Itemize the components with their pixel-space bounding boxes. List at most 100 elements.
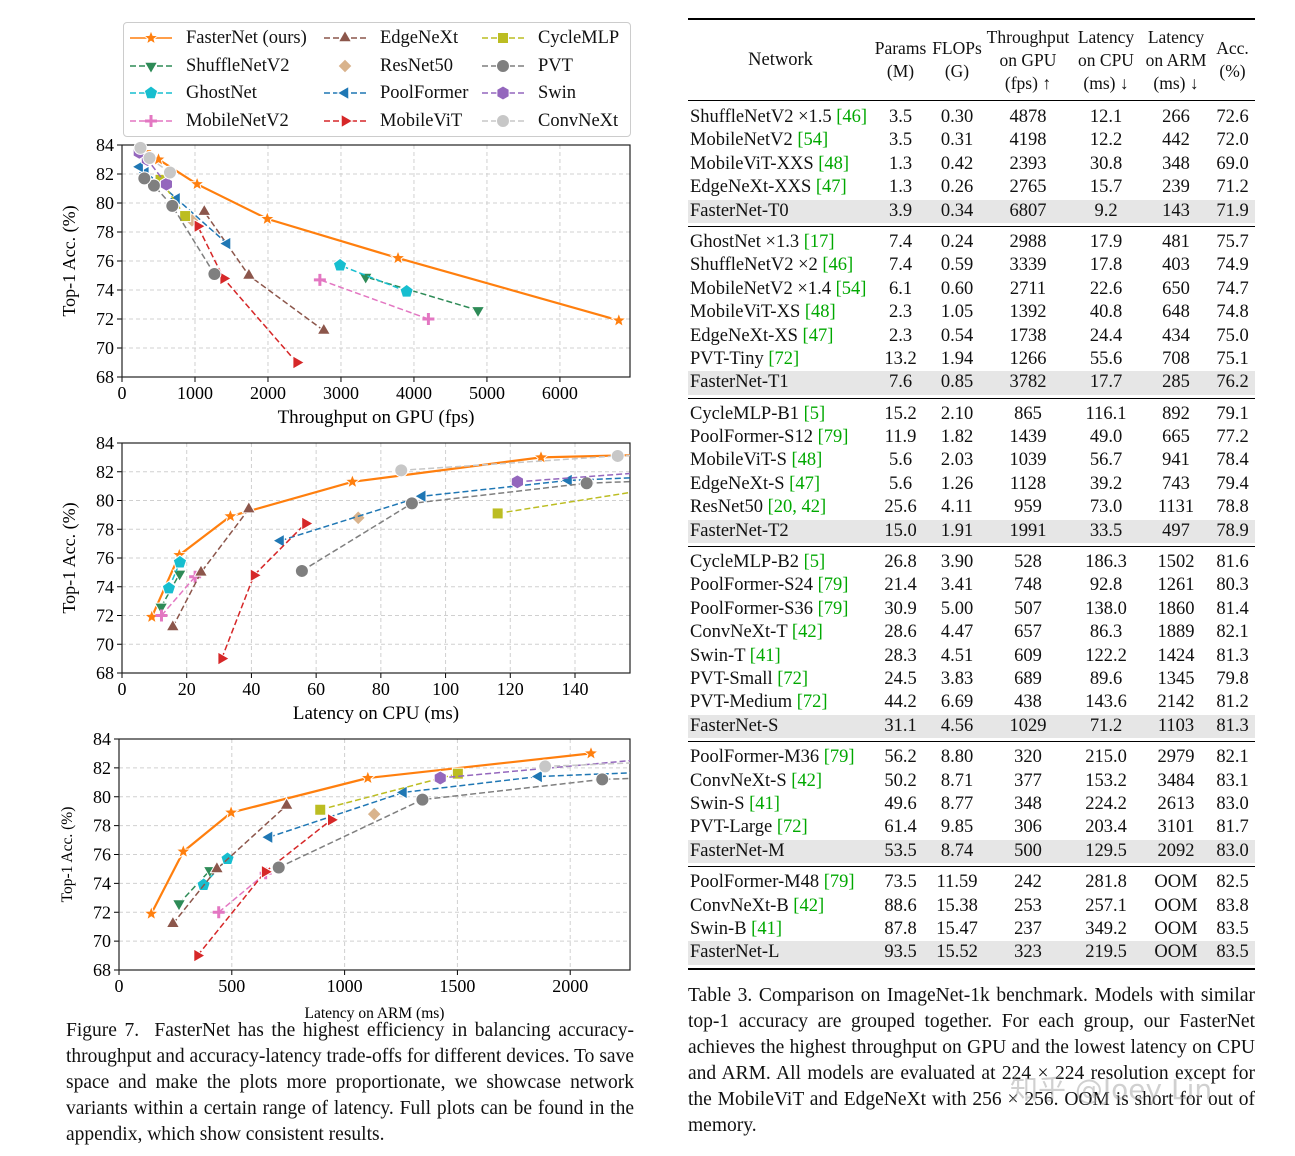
series-line-pvt <box>301 480 630 572</box>
arm-latency-cell: 239 <box>1162 177 1190 198</box>
citation-link[interactable]: [79] <box>817 598 849 619</box>
legend-label: FasterNet (ours) <box>186 27 307 48</box>
cpu-latency-cell: 9.2 <box>1094 200 1118 221</box>
flops-cell: 15.38 <box>936 895 978 916</box>
gpu-throughput-cell: 500 <box>1014 840 1042 861</box>
citation-link[interactable]: [17] <box>803 231 835 252</box>
citation-link[interactable]: [47] <box>802 325 834 346</box>
params-cell: 15.0 <box>884 520 917 541</box>
x-tick-label: 6000 <box>542 383 578 403</box>
citation-link[interactable]: [48] <box>791 450 823 471</box>
citation-link[interactable]: [20, 42] <box>767 497 827 518</box>
citation-link[interactable]: [72] <box>796 692 828 713</box>
table-row: ShuffleNetV2 ×2 [46] 7.4 0.59 3339 17.8 403 74… <box>688 254 1255 277</box>
citation-link[interactable]: [42] <box>791 770 823 791</box>
network-name-cell: FasterNet-L <box>688 941 873 964</box>
data-point-edgenext <box>241 500 257 514</box>
data-point-poolformer <box>260 829 274 845</box>
legend-label: Swin <box>538 82 577 103</box>
gpu-throughput-cell: 1439 <box>1009 427 1047 448</box>
table-row: PoolFormer-S12 [79] 11.9 1.82 1439 49.0 665 77… <box>688 426 1255 449</box>
table-caption: Table 3. Comparison on ImageNet-1k bench… <box>688 985 1255 1136</box>
y-tick-label: 70 <box>96 634 114 654</box>
citation-link[interactable]: [72] <box>777 668 809 689</box>
table-header: Network Params (M) FLOPs (G) Throughput on GPU… <box>688 20 1255 101</box>
params-cell: 21.4 <box>884 575 917 596</box>
citation-link[interactable]: [42] <box>793 895 825 916</box>
network-name: EdgeNeXt-XXS <box>690 177 812 198</box>
series-line-shufflenetv2 <box>178 869 211 905</box>
citation-link[interactable]: [79] <box>817 427 849 448</box>
accuracy-cell: 78.4 <box>1216 450 1249 471</box>
data-point-fasternet <box>221 507 239 524</box>
params-cell: 7.4 <box>888 255 913 276</box>
accuracy-cell: 71.9 <box>1216 200 1249 221</box>
citation-link[interactable]: [5] <box>803 552 826 573</box>
data-point-poolformer <box>218 236 232 251</box>
column-header: Acc. (%) <box>1210 37 1255 83</box>
data-point-convnext <box>142 151 157 166</box>
table-row: FasterNet-S 31.1 4.56 1029 71.2 1103 81.3 <box>688 714 1255 739</box>
y-tick-label: 72 <box>96 606 114 626</box>
column-header-line: (ms) ↓ <box>1083 72 1129 93</box>
data-point-edgenext <box>316 322 332 335</box>
data-point-mobilevit <box>219 271 233 286</box>
y-tick-label: 68 <box>93 960 111 980</box>
network-name-cell: FasterNet-T2 <box>688 520 873 543</box>
network-name-cell: Swin-B [41] <box>688 918 873 941</box>
flops-cell: 2.03 <box>940 450 974 471</box>
citation-link[interactable]: [41] <box>749 793 780 814</box>
citation-link[interactable]: [47] <box>789 473 820 494</box>
citation-link[interactable]: [48] <box>804 302 836 323</box>
data-point-fasternet <box>389 249 407 266</box>
y-axis-label: Top-1 Acc. (%) <box>59 502 80 613</box>
table-row: PoolFormer-S36 [79] 30.9 5.00 507 138.0 1860 8… <box>688 598 1255 621</box>
gpu-throughput-cell: 377 <box>1014 770 1042 791</box>
cpu-latency-cell: 349.2 <box>1085 918 1127 939</box>
cpu-latency-cell: 49.0 <box>1089 427 1123 448</box>
network-name: CycleMLP-B2 <box>690 552 799 573</box>
citation-link[interactable]: [79] <box>817 575 849 596</box>
legend-label: GhostNet <box>186 82 257 103</box>
citation-link[interactable]: [42] <box>791 622 823 643</box>
params-cell: 61.4 <box>884 817 917 838</box>
data-point-shufflenetv2 <box>171 899 187 913</box>
citation-link[interactable]: [48] <box>818 153 850 174</box>
x-tick-label: 2000 <box>552 976 588 996</box>
y-tick-label: 70 <box>96 338 114 358</box>
citation-link[interactable]: [41] <box>751 918 782 939</box>
citation-link[interactable]: [5] <box>803 403 826 424</box>
citation-link[interactable]: [41] <box>749 645 781 666</box>
series-cyclemlp <box>491 491 630 520</box>
legend-label: ConvNeXt <box>538 110 619 131</box>
cpu-latency-cell: 15.7 <box>1089 177 1123 198</box>
accuracy-cell: 81.7 <box>1216 817 1249 838</box>
cpu-latency-cell: 22.6 <box>1089 278 1123 299</box>
accuracy-cell: 74.9 <box>1216 255 1249 276</box>
citation-link[interactable]: [54] <box>797 130 829 151</box>
flops-cell: 1.94 <box>940 348 974 369</box>
citation-link[interactable]: [72] <box>776 817 808 838</box>
citation-link[interactable]: [72] <box>768 348 800 369</box>
citation-link[interactable]: [46] <box>822 255 854 276</box>
citation-link[interactable]: [54] <box>835 278 867 299</box>
watermark: 知乎 @Joey Lin <box>1010 1073 1213 1106</box>
legend-marker-square-icon <box>497 32 509 44</box>
citation-link[interactable]: [79] <box>823 872 855 893</box>
flops-cell: 0.24 <box>940 231 974 252</box>
arm-latency-cell: 1502 <box>1157 552 1195 573</box>
y-tick-label: 84 <box>96 135 114 155</box>
network-name: ShuffleNetV2 ×2 <box>690 255 818 276</box>
gpu-throughput-cell: 237 <box>1014 918 1042 939</box>
column-header-line: Network <box>748 49 813 70</box>
citation-link[interactable]: [79] <box>823 747 855 768</box>
legend-item: FasterNet (ours) <box>128 26 307 50</box>
citation-link[interactable]: [47] <box>815 177 847 198</box>
gpu-throughput-cell: 306 <box>1014 817 1042 838</box>
citation-link[interactable]: [46] <box>836 107 868 127</box>
series-line-mobilenetv2 <box>218 872 267 913</box>
data-point-shufflenetv2 <box>172 569 187 583</box>
cpu-latency-cell: 12.1 <box>1089 107 1123 127</box>
data-point-resnet50 <box>366 806 382 822</box>
data-point-ghostnet <box>332 257 348 272</box>
